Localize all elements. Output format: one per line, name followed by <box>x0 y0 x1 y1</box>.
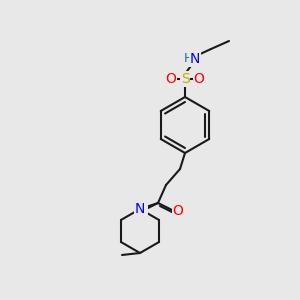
Text: N: N <box>137 204 147 218</box>
Text: O: O <box>194 72 204 86</box>
Text: O: O <box>172 204 183 218</box>
Text: N: N <box>190 52 200 66</box>
Text: S: S <box>181 72 189 86</box>
Text: O: O <box>166 72 176 86</box>
Text: H: H <box>183 52 193 65</box>
Text: N: N <box>135 202 145 216</box>
